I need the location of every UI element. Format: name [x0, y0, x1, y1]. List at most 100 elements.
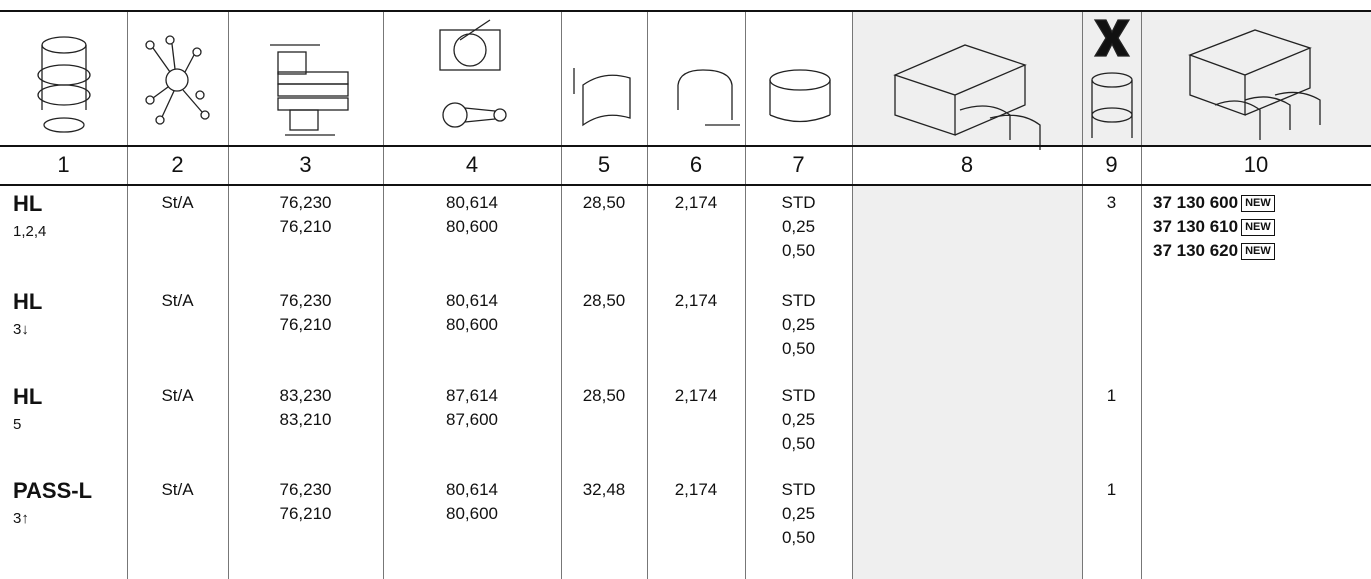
- column-number: 6: [689, 152, 703, 177]
- column-divider: [647, 10, 648, 579]
- diameter-3: 76,210: [279, 217, 332, 236]
- diameter-4: 87,614: [446, 386, 498, 405]
- column-number: 8: [960, 152, 974, 177]
- column-divider: [745, 10, 746, 579]
- size: 0,50: [781, 241, 816, 260]
- width: 32,48: [582, 480, 626, 499]
- header-bg: [852, 10, 1082, 145]
- diameter-4: 80,614: [446, 291, 498, 310]
- icon-crankshaft: [270, 44, 349, 136]
- icon-housing: [439, 19, 507, 128]
- model-sub: 3↑: [13, 510, 29, 527]
- column-divider: [561, 10, 562, 579]
- icon-shell-thickness: [677, 69, 740, 126]
- parts-cell: 37 130 600 NEW 37 130 610 NEW 37 130 620 NEW: [1141, 185, 1371, 283]
- diameter-4-cell: 87,614 87,600: [383, 378, 561, 472]
- model-cell: HL 3↓: [0, 283, 127, 378]
- icon-shell-width: [573, 68, 631, 127]
- header-icons: [37, 19, 1321, 150]
- icon-box-set: [1188, 29, 1321, 140]
- icon-set: [1091, 19, 1133, 138]
- part-number: 37 130 620: [1153, 241, 1239, 260]
- icon-material: [145, 35, 210, 125]
- quantity: 1: [1106, 480, 1117, 499]
- model-cell: HL 1,2,4: [0, 185, 127, 283]
- size: STD: [781, 291, 816, 310]
- size-cell: STD 0,25 0,50: [745, 378, 852, 472]
- material: St/A: [161, 480, 194, 499]
- model: HL: [13, 384, 43, 409]
- diameter-4: 80,600: [446, 504, 498, 523]
- diameter-3: 76,230: [279, 480, 332, 499]
- size-cell: STD 0,25 0,50: [745, 185, 852, 283]
- column-number: 7: [792, 152, 805, 177]
- new-badge: NEW: [1241, 195, 1275, 212]
- width: 28,50: [582, 291, 626, 310]
- thickness: 2,174: [674, 291, 718, 310]
- diameter-3: 76,210: [279, 315, 332, 334]
- row-divider: [0, 10, 1371, 12]
- size-cell: STD 0,25 0,50: [745, 472, 852, 579]
- column-divider: [228, 10, 229, 579]
- thickness: 2,174: [674, 386, 718, 405]
- diameter-3: 83,210: [279, 410, 332, 429]
- part-number: 37 130 600: [1153, 193, 1239, 212]
- diameter-3-cell: 83,230 83,210: [228, 378, 383, 472]
- diameter-4-cell: 80,614 80,600: [383, 283, 561, 378]
- model-sub: 1,2,4: [13, 223, 47, 240]
- row-divider: [0, 184, 1371, 186]
- thickness: 2,174: [674, 480, 718, 499]
- new-badge: NEW: [1241, 219, 1275, 236]
- diameter-3: 76,230: [279, 291, 332, 310]
- column-divider: [127, 10, 128, 579]
- icon-bushing: [769, 69, 831, 123]
- quantity: 1: [1106, 386, 1117, 405]
- size: 0,50: [781, 528, 816, 547]
- size: 0,50: [781, 434, 816, 453]
- size: 0,25: [781, 504, 816, 523]
- diameter-4: 80,600: [446, 217, 498, 236]
- size: STD: [781, 480, 816, 499]
- column-number: 9: [1105, 152, 1118, 177]
- diameter-3-cell: 76,230 76,210: [228, 472, 383, 579]
- column-number: 2: [171, 152, 184, 177]
- part-line: 37 130 620 NEW: [1141, 239, 1371, 263]
- width: 28,50: [582, 193, 626, 212]
- diameter-4: 80,600: [446, 315, 498, 334]
- diameter-4: 87,600: [446, 410, 498, 429]
- size-cell: STD 0,25 0,50: [745, 283, 852, 378]
- size: 0,25: [781, 315, 816, 334]
- size: 0,25: [781, 217, 816, 236]
- row-divider: [0, 145, 1371, 147]
- diameter-3-cell: 76,230 76,210: [228, 185, 383, 283]
- diameter-3-cell: 76,230 76,210: [228, 283, 383, 378]
- column-divider: [852, 10, 853, 579]
- model-sub: 3↓: [13, 321, 29, 338]
- column-divider: [383, 10, 384, 579]
- model-sub: 5: [13, 416, 22, 433]
- material: St/A: [161, 291, 194, 310]
- size: STD: [781, 193, 816, 212]
- column-number: 10: [1243, 152, 1269, 177]
- thickness: 2,174: [674, 193, 718, 212]
- model: PASS-L: [13, 478, 93, 503]
- diameter-4: 80,614: [446, 193, 498, 212]
- size: 0,25: [781, 410, 816, 429]
- column-number: 1: [57, 152, 70, 177]
- size: STD: [781, 386, 816, 405]
- icon-rings: [37, 36, 91, 133]
- model: HL: [13, 289, 43, 314]
- column-number: 4: [465, 152, 479, 177]
- model-cell: PASS-L 3↑: [0, 472, 127, 579]
- part-line: 37 130 600 NEW: [1141, 191, 1371, 215]
- column-divider: [1141, 10, 1142, 579]
- size: 0,50: [781, 339, 816, 358]
- diameter-3: 83,230: [279, 386, 332, 405]
- diameter-4-cell: 80,614 80,600: [383, 472, 561, 579]
- part-number: 37 130 610: [1153, 217, 1239, 236]
- quantity: 3: [1106, 193, 1117, 212]
- column-number: 5: [597, 152, 611, 177]
- icon-box: [893, 44, 1041, 150]
- model: HL: [13, 191, 43, 216]
